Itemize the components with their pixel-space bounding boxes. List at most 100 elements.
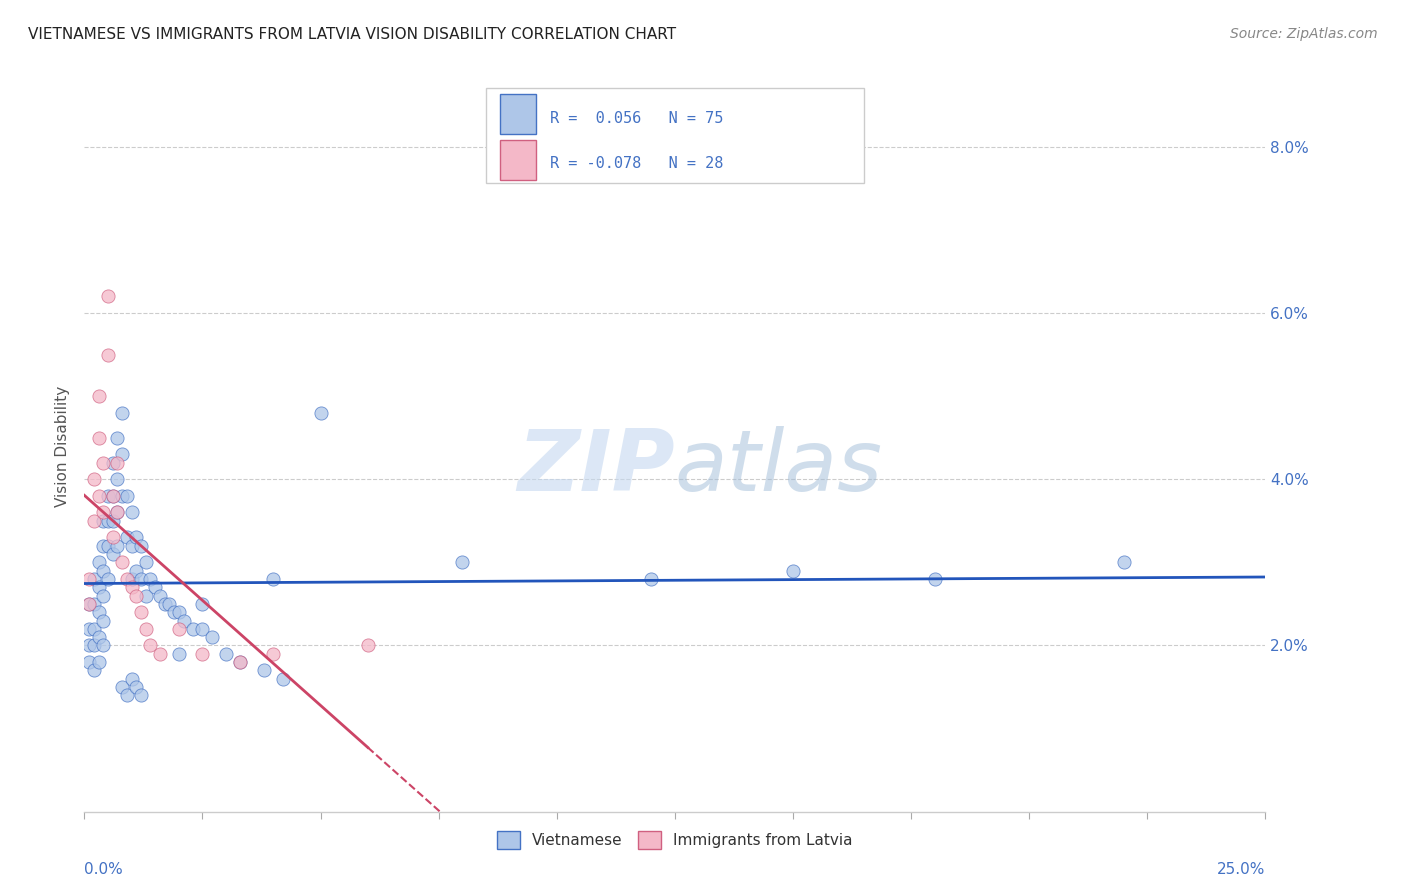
Text: atlas: atlas — [675, 426, 883, 509]
Point — [107, 506, 129, 520]
Point — [97, 489, 120, 503]
Point — [101, 514, 124, 528]
Point — [167, 647, 190, 661]
Point — [115, 530, 138, 544]
Point — [101, 489, 124, 503]
Point — [125, 680, 148, 694]
Point — [91, 456, 114, 470]
Point — [107, 431, 129, 445]
Y-axis label: Vision Disability: Vision Disability — [55, 385, 70, 507]
Point — [163, 605, 186, 619]
Point — [309, 406, 332, 420]
Point — [101, 547, 124, 561]
Point — [83, 622, 105, 636]
Point — [139, 572, 162, 586]
Point — [77, 597, 100, 611]
Point — [271, 672, 294, 686]
Point — [91, 589, 114, 603]
Point — [101, 456, 124, 470]
Point — [87, 489, 110, 503]
Point — [782, 564, 804, 578]
Point — [91, 614, 114, 628]
Point — [83, 639, 105, 653]
Point — [121, 506, 143, 520]
Point — [87, 555, 110, 569]
Point — [115, 572, 138, 586]
Point — [107, 506, 129, 520]
Point — [107, 456, 129, 470]
Point — [229, 655, 252, 669]
Point — [262, 647, 284, 661]
Point — [83, 664, 105, 678]
Point — [135, 555, 157, 569]
Point — [91, 514, 114, 528]
Bar — [501, 94, 536, 134]
Point — [451, 555, 474, 569]
Point — [87, 655, 110, 669]
Point — [149, 589, 172, 603]
Point — [121, 539, 143, 553]
Point — [111, 489, 134, 503]
Point — [101, 489, 124, 503]
Point — [91, 564, 114, 578]
Point — [135, 622, 157, 636]
Point — [97, 539, 120, 553]
Point — [129, 689, 152, 703]
Point — [173, 614, 195, 628]
Point — [191, 622, 214, 636]
Point — [181, 622, 204, 636]
Point — [640, 572, 662, 586]
FancyBboxPatch shape — [486, 87, 863, 183]
Point — [129, 605, 152, 619]
Text: ZIP: ZIP — [517, 426, 675, 509]
Point — [107, 539, 129, 553]
Text: VIETNAMESE VS IMMIGRANTS FROM LATVIA VISION DISABILITY CORRELATION CHART: VIETNAMESE VS IMMIGRANTS FROM LATVIA VIS… — [28, 27, 676, 42]
Point — [87, 580, 110, 594]
Point — [125, 589, 148, 603]
Point — [125, 530, 148, 544]
Point — [129, 539, 152, 553]
Point — [125, 564, 148, 578]
Point — [91, 506, 114, 520]
Point — [87, 605, 110, 619]
Point — [262, 572, 284, 586]
Point — [115, 689, 138, 703]
Point — [229, 655, 252, 669]
Point — [77, 639, 100, 653]
Point — [97, 289, 120, 303]
Text: 0.0%: 0.0% — [84, 862, 124, 877]
Point — [87, 431, 110, 445]
Point — [87, 389, 110, 403]
Point — [111, 680, 134, 694]
Point — [121, 580, 143, 594]
Point — [87, 630, 110, 644]
Point — [77, 597, 100, 611]
Point — [77, 622, 100, 636]
Point — [191, 647, 214, 661]
Point — [135, 589, 157, 603]
Point — [91, 539, 114, 553]
Text: 25.0%: 25.0% — [1218, 862, 1265, 877]
Bar — [501, 139, 536, 180]
Point — [143, 580, 166, 594]
Point — [111, 406, 134, 420]
Text: R =  0.056   N = 75: R = 0.056 N = 75 — [550, 111, 723, 126]
Point — [201, 630, 224, 644]
Point — [215, 647, 238, 661]
Point — [924, 572, 946, 586]
Point — [111, 555, 134, 569]
Point — [77, 655, 100, 669]
Point — [121, 672, 143, 686]
Point — [129, 572, 152, 586]
Point — [1112, 555, 1135, 569]
Point — [167, 605, 190, 619]
Point — [191, 597, 214, 611]
Point — [149, 647, 172, 661]
Point — [101, 530, 124, 544]
Text: R = -0.078   N = 28: R = -0.078 N = 28 — [550, 156, 723, 171]
Point — [153, 597, 176, 611]
Point — [253, 664, 276, 678]
Point — [83, 514, 105, 528]
Point — [157, 597, 180, 611]
Point — [111, 447, 134, 461]
